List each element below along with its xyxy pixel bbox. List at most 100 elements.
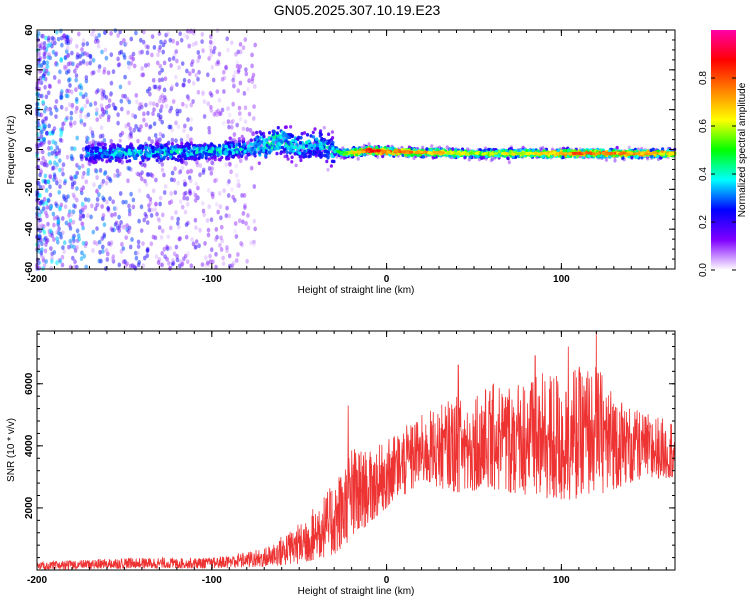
spectrogram-cell <box>320 137 324 141</box>
spectrogram-cell <box>118 144 122 148</box>
spectrogram-cell <box>62 33 67 39</box>
spectrogram-cell <box>88 126 93 132</box>
spectrogram-cell <box>64 49 69 54</box>
spectrogram-cell <box>129 36 134 42</box>
spectrogram-cell <box>320 145 324 150</box>
spectrogram-cell <box>104 180 109 186</box>
spectrogram-cell <box>94 168 99 174</box>
spectrogram-cell <box>158 44 162 50</box>
spectrogram-cell <box>201 90 205 96</box>
spectrogram-cell <box>69 123 73 128</box>
spectrogram-cell <box>101 145 105 150</box>
spectrogram-cell <box>46 107 50 112</box>
spectrogram-cell <box>176 180 180 186</box>
spectrogram-cell <box>47 123 51 129</box>
spectrogram-cell <box>125 159 129 164</box>
spectrogram-cell <box>68 83 72 88</box>
spectrogram-cell <box>517 148 521 153</box>
spectrogram-cell <box>209 217 214 223</box>
spectrogram-cell <box>190 137 194 142</box>
spectrogram-cell <box>200 32 205 37</box>
spectrogram-cell <box>330 159 334 164</box>
spectrogram-cell <box>60 129 64 135</box>
spectrogram-cell <box>36 136 41 142</box>
spectrogram-cell <box>97 239 102 245</box>
spectrogram-cell <box>141 39 146 45</box>
spectrogram-cell <box>276 125 280 130</box>
spectrogram-cell <box>140 66 144 71</box>
spectrogram-cell <box>66 38 70 43</box>
spectrogram-cell <box>101 213 106 218</box>
spectrogram-cell <box>188 137 193 143</box>
spectrogram-cell <box>250 79 255 85</box>
spectrogram-cell <box>182 82 186 88</box>
spectrogram-cell <box>81 185 86 191</box>
spectrogram-cell <box>83 197 88 202</box>
spectrogram-cell <box>197 156 201 160</box>
spectrogram-cell <box>88 102 93 108</box>
spectrogram-cell <box>100 133 105 139</box>
spectrogram-cell <box>142 162 147 168</box>
spectrogram-cell <box>286 157 290 161</box>
spectrogram-ylabel: Frequency (Hz) <box>6 116 17 185</box>
spectrogram-cell <box>41 99 45 105</box>
spectrogram-cell <box>318 143 323 147</box>
spectrogram-cell <box>147 207 152 213</box>
spectrogram-cell <box>255 130 259 135</box>
spectrogram-cell <box>59 95 63 101</box>
spectrogram-cell <box>299 136 303 140</box>
spectrogram-cell <box>205 218 210 223</box>
spectrogram-cell <box>177 65 181 70</box>
spectrogram-cell <box>131 197 136 203</box>
spectrogram-cell <box>328 145 332 150</box>
spectrogram-cell <box>46 197 50 203</box>
spectrogram-cell <box>296 137 300 142</box>
spectrogram-cell <box>265 138 269 142</box>
spectrogram-cell <box>659 156 663 160</box>
spectrogram-cell <box>537 153 542 156</box>
spectrogram-cell <box>38 168 43 173</box>
spectrogram-cell <box>303 149 307 154</box>
spectrogram-cell <box>44 235 48 241</box>
spectrogram-cell <box>109 147 113 151</box>
spectrogram-cell <box>188 190 192 196</box>
spectrogram-cell <box>54 51 59 56</box>
spectrogram-cell <box>227 179 231 184</box>
spectrogram-cell <box>134 171 139 177</box>
spectrogram-cell <box>231 101 235 107</box>
spectrogram-cell <box>214 227 219 232</box>
spectrogram-cell <box>109 242 113 247</box>
spectrogram-cell <box>44 259 48 264</box>
colorbar-tick-label: 0.8 <box>698 71 709 85</box>
spectrogram-cell <box>497 154 501 158</box>
spectrogram-cell <box>315 137 319 141</box>
spectrogram-cell <box>48 173 52 179</box>
spectrogram-cell <box>658 152 663 156</box>
spectrogram-cell <box>42 237 47 242</box>
spectrogram-cell <box>110 155 114 160</box>
spectrogram-cell <box>289 125 293 129</box>
spectrogram-cell <box>434 151 439 155</box>
spectrogram-cell <box>252 239 256 245</box>
spectrogram-cell <box>282 136 286 141</box>
spectrogram-cell <box>219 235 223 241</box>
spectrogram-cell <box>170 142 174 146</box>
spectrogram-cell <box>84 75 89 80</box>
spectrogram-cell <box>235 183 239 188</box>
spectrogram-cell <box>116 112 120 118</box>
spectrogram-cell <box>225 36 229 42</box>
spectrogram-cell <box>374 145 379 150</box>
spectrogram-cell <box>209 52 213 58</box>
spectrogram-cell <box>235 150 239 154</box>
spectrogram-cell <box>213 178 217 184</box>
spectrogram-cell <box>58 158 62 164</box>
spectrogram-cell <box>147 154 151 158</box>
spectrogram-cell <box>111 258 116 264</box>
spectrogram-cell <box>209 142 213 146</box>
spectrogram-cell <box>124 123 128 129</box>
spectrogram-cell <box>159 149 163 154</box>
spectrogram-cell <box>144 214 149 219</box>
spectrogram-cell <box>193 217 198 223</box>
spectrogram-cell <box>141 72 146 78</box>
spectrogram-cell <box>46 71 51 76</box>
